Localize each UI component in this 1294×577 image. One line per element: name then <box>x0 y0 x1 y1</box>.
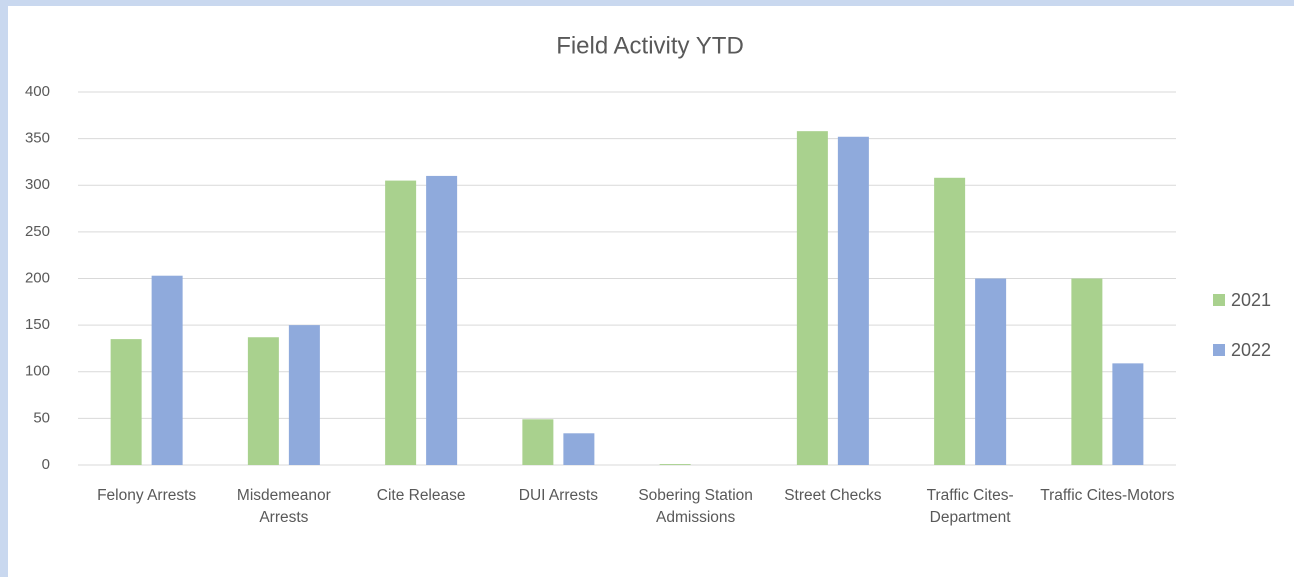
y-tick-label: 300 <box>25 176 50 193</box>
chart-title: Field Activity YTD <box>556 32 744 59</box>
bar <box>563 433 595 465</box>
x-tick-label: Traffic Cites-Department <box>926 487 1014 526</box>
x-tick-label: Street Checks <box>784 487 882 504</box>
x-tick-label: Felony Arrests <box>97 487 197 504</box>
bar <box>247 337 279 465</box>
bar <box>934 177 966 466</box>
bar <box>426 175 458 466</box>
y-tick-label: 350 <box>25 130 50 147</box>
y-tick-label: 250 <box>25 223 50 240</box>
y-tick-label: 0 <box>42 456 50 473</box>
bar <box>385 180 417 465</box>
x-tick-label: Sobering Station Admissions <box>638 487 753 526</box>
bar <box>796 131 828 466</box>
y-tick-label: 150 <box>25 316 50 333</box>
legend-swatch <box>1213 294 1225 306</box>
y-tick-label: 400 <box>25 83 50 100</box>
y-tick-label: 200 <box>25 269 50 286</box>
legend-label: 2021 <box>1231 290 1271 310</box>
x-tick-label: Misdemeanor Arrests <box>236 487 331 526</box>
y-tick-label: 100 <box>25 363 50 380</box>
x-tick-label: Cite Release <box>376 487 466 504</box>
bar <box>1112 363 1144 465</box>
bar <box>837 136 869 465</box>
bar <box>1071 278 1103 465</box>
bar <box>151 275 183 465</box>
bar <box>975 278 1007 465</box>
legend-label: 2022 <box>1231 340 1271 360</box>
bar <box>288 325 320 465</box>
x-tick-label: Traffic Cites-Motors <box>1040 487 1175 504</box>
bar <box>522 419 554 465</box>
x-tick-label: DUI Arrests <box>518 487 598 504</box>
legend-swatch <box>1213 344 1225 356</box>
y-tick-label: 50 <box>33 409 50 426</box>
bar <box>659 464 691 465</box>
bar <box>110 339 142 465</box>
